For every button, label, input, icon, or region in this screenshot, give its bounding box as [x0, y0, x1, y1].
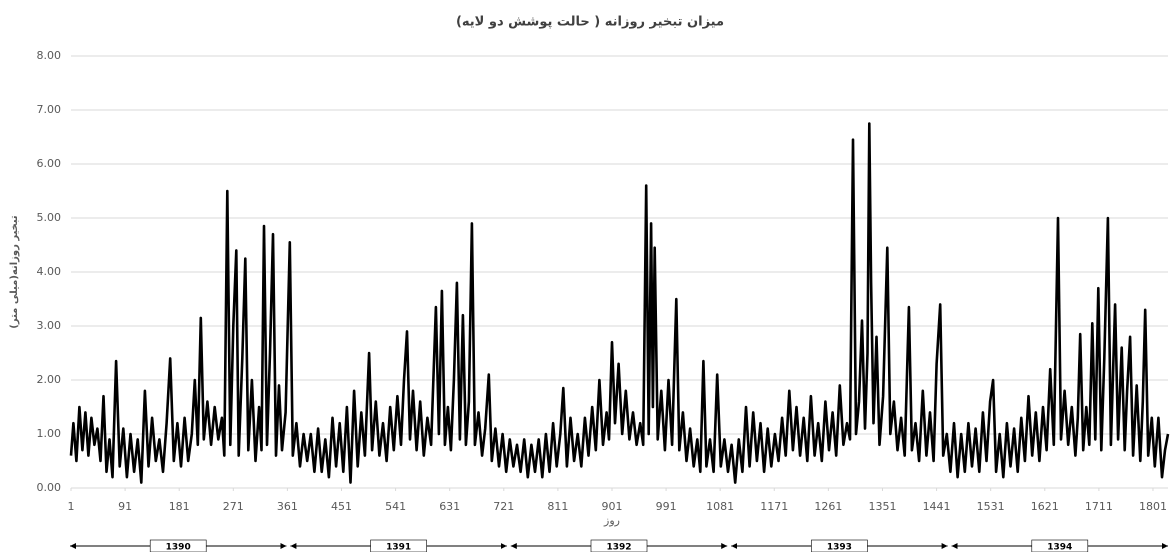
x-tick-label: 901 [601, 500, 622, 513]
x-tick-label: 271 [223, 500, 244, 513]
year-box [370, 539, 427, 552]
y-tick-label: 0.00 [37, 481, 62, 494]
year-label: 1393 [827, 543, 852, 552]
x-tick-label: 451 [331, 500, 352, 513]
year-label: 1394 [1047, 543, 1072, 552]
year-box [149, 539, 207, 552]
y-tick-label: 7.00 [37, 103, 62, 116]
x-axis-label: روز [603, 514, 620, 527]
x-tick-label: 1711 [1085, 500, 1113, 513]
data-line [69, 122, 1170, 484]
x-tick-label: 991 [656, 500, 677, 513]
x-tick-label: 811 [547, 500, 568, 513]
x-tick-label: 1531 [977, 500, 1005, 513]
y-axis-label: تبخیر روزانه(میلی متر) [9, 215, 20, 329]
x-tick-label: 1801 [1139, 500, 1167, 513]
year-box [590, 539, 648, 552]
y-tick-label: 3.00 [37, 319, 62, 332]
x-tick-label: 721 [493, 500, 514, 513]
y-tick-label: 8.00 [37, 49, 62, 62]
x-tick-label: 361 [277, 500, 298, 513]
y-tick-label: 4.00 [37, 265, 62, 278]
chart-title: میزان تبخیر روزانه ( حالت پوشش دو لایه) [456, 15, 724, 30]
y-tick-label: 1.00 [37, 427, 62, 440]
x-tick-label: 1261 [814, 500, 842, 513]
x-tick-label: 181 [169, 500, 190, 513]
y-tick-label: 5.00 [37, 211, 62, 224]
x-tick-label: 631 [439, 500, 460, 513]
x-tick-label: 1 [68, 500, 75, 513]
year-label: 1391 [386, 543, 411, 552]
x-tick-label: 1081 [706, 500, 734, 513]
x-tick-label: 91 [118, 500, 132, 513]
year-box [811, 539, 868, 552]
x-tick-label: 1171 [760, 500, 788, 513]
year-box [1031, 539, 1089, 552]
x-tick-label: 1441 [923, 500, 951, 513]
year-label: 1392 [606, 543, 631, 552]
y-tick-label: 6.00 [37, 157, 62, 170]
x-tick-label: 1621 [1031, 500, 1059, 513]
x-tick-label: 1351 [868, 500, 896, 513]
x-tick-label: 541 [385, 500, 406, 513]
year-label: 1390 [166, 543, 191, 552]
y-tick-label: 2.00 [37, 373, 62, 386]
